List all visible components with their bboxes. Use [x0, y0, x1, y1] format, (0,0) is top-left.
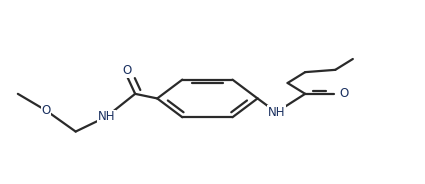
Text: NH: NH — [97, 110, 115, 123]
Text: O: O — [122, 64, 131, 77]
Text: NH: NH — [267, 106, 285, 119]
Text: O: O — [340, 87, 349, 100]
Text: O: O — [41, 104, 51, 117]
